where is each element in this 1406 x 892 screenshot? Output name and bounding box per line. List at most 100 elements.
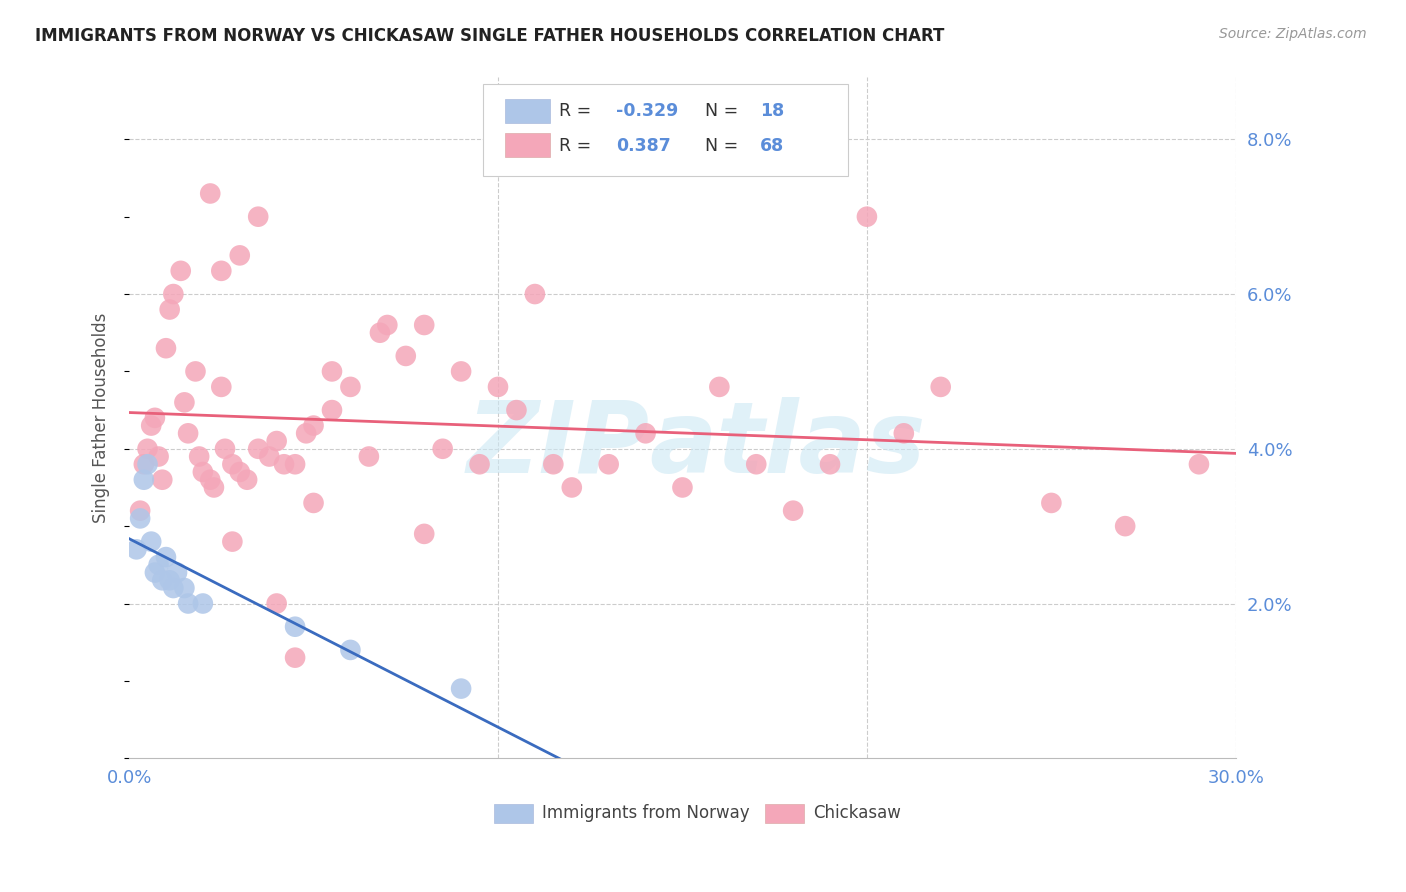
Point [221,457,243,471]
Point [302,418,325,433]
Point [191,597,214,611]
Text: Chickasaw: Chickasaw [813,805,901,822]
Point [136,457,159,471]
Text: Source: ZipAtlas.com: Source: ZipAtlas.com [1219,27,1367,41]
Point [184,364,207,378]
Point [155,341,177,355]
Point [166,566,188,580]
Point [150,574,173,588]
Point [1114,519,1136,533]
Point [202,480,225,494]
Point [413,527,436,541]
Point [141,534,163,549]
Point [671,480,693,494]
Point [159,302,181,317]
Point [143,410,166,425]
Text: R =: R = [558,103,591,120]
Point [129,504,152,518]
Point [221,534,243,549]
Point [368,326,391,340]
Point [1040,496,1063,510]
Point [395,349,418,363]
Point [284,620,307,634]
Point [450,364,472,378]
Point [136,442,159,456]
Point [132,457,155,471]
Point [375,318,398,332]
Point [561,480,583,494]
Text: atlas: atlas [650,397,925,493]
Point [929,380,952,394]
Point [505,403,527,417]
Point [321,403,343,417]
Point [543,457,565,471]
Point [200,186,222,201]
Point [229,248,252,262]
Point [413,318,436,332]
Point [284,650,307,665]
Point [893,426,915,441]
Point [486,380,509,394]
Point [141,418,163,433]
Point [143,566,166,580]
Point [745,457,768,471]
Point [339,643,361,657]
Point [247,442,270,456]
Point [236,473,259,487]
Point [229,465,252,479]
Text: Immigrants from Norway: Immigrants from Norway [541,805,749,822]
Point [523,287,546,301]
Point [159,574,181,588]
Point [148,558,170,572]
Text: N =: N = [704,136,738,154]
Text: 0.387: 0.387 [616,136,671,154]
Point [155,550,177,565]
Text: ZIP: ZIP [467,397,650,493]
Text: 18: 18 [759,103,785,120]
Point [284,457,307,471]
Point [214,442,236,456]
Point [266,434,288,448]
Point [170,264,193,278]
Point [634,426,657,441]
Point [295,426,318,441]
Point [818,457,841,471]
Point [209,264,232,278]
Text: R =: R = [558,136,591,154]
Point [357,450,380,464]
Point [125,542,148,557]
Point [598,457,620,471]
Point [273,457,295,471]
Bar [505,99,550,123]
Point [782,504,804,518]
Point [177,426,200,441]
Point [150,473,173,487]
Bar [495,804,533,823]
Point [1188,457,1211,471]
Y-axis label: Single Father Households: Single Father Households [93,313,110,523]
Point [162,581,184,595]
Point [321,364,343,378]
Point [188,450,211,464]
Text: 68: 68 [759,136,785,154]
Point [209,380,232,394]
Point [129,511,152,525]
Text: IMMIGRANTS FROM NORWAY VS CHICKASAW SINGLE FATHER HOUSEHOLDS CORRELATION CHART: IMMIGRANTS FROM NORWAY VS CHICKASAW SING… [35,27,945,45]
Text: N =: N = [704,103,738,120]
Point [177,597,200,611]
Point [856,210,879,224]
Point [173,395,195,409]
Point [302,496,325,510]
Point [450,681,472,696]
FancyBboxPatch shape [484,84,848,176]
Point [200,473,222,487]
Bar [505,133,550,157]
Text: -0.329: -0.329 [616,103,678,120]
Bar [765,804,804,823]
Point [162,287,184,301]
Point [173,581,195,595]
Point [148,450,170,464]
Point [339,380,361,394]
Point [709,380,731,394]
Point [191,465,214,479]
